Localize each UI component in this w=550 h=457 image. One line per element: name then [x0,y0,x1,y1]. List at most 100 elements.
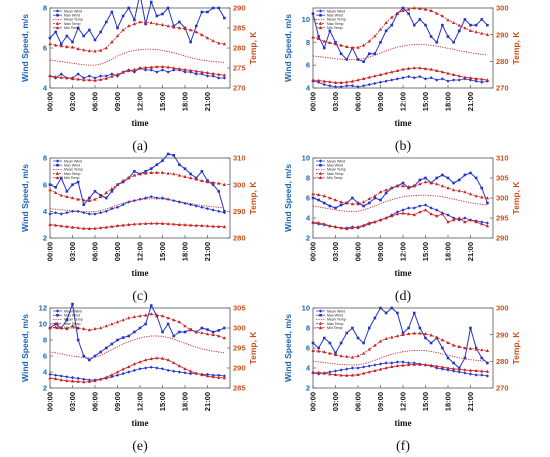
panel-caption: (e) [132,439,148,454]
series-mean-temp [49,198,225,213]
data-point [110,373,114,377]
data-point [160,367,165,371]
y-tick-label: 2 [306,234,310,243]
data-point [384,191,388,195]
data-point [390,186,394,190]
data-point [451,343,456,347]
data-point [222,73,227,77]
data-point [76,180,80,184]
data-point [463,190,467,194]
data-point [110,186,114,190]
data-point [367,82,371,87]
data-point [418,182,422,186]
data-point [104,324,108,328]
data-point [474,373,478,377]
data-point [423,332,428,336]
data-point [480,31,484,35]
y2-tick-label: 300 [496,4,509,13]
data-point [406,7,411,11]
data-point [166,152,170,156]
data-point [217,329,221,332]
series-mean-temp [312,194,488,213]
data-point [76,77,80,81]
data-point [172,68,176,72]
data-point [98,226,103,230]
data-point [53,75,58,79]
data-point [189,172,192,176]
legend-marker [318,176,323,180]
data-point [384,216,388,220]
data-point [480,195,484,199]
data-point [367,197,371,201]
y2-tick-label: 270 [496,84,509,93]
data-point [205,180,210,184]
legend-label: Max Wind [327,164,343,168]
series-mean-temp [49,48,225,66]
data-point [485,32,490,36]
data-point [457,178,461,182]
x-axis-title: time [132,118,149,128]
x-axis-title: time [395,268,412,278]
data-point [222,336,227,340]
data-point [373,363,377,367]
data-point [361,351,366,355]
data-point [82,34,86,38]
data-point [396,311,399,315]
legend-marker [55,326,60,330]
data-point [172,172,176,176]
data-point [200,205,204,209]
data-point [463,75,467,79]
data-point [143,313,148,317]
data-point [401,76,405,80]
data-point [59,374,63,378]
series-max-wind [311,6,489,64]
data-point [345,201,349,205]
data-point [115,34,120,38]
data-point [188,328,193,332]
data-point [356,202,360,206]
data-point [200,178,204,182]
data-point [463,371,467,375]
data-point [116,26,119,30]
data-point [311,192,315,196]
data-point [395,360,399,364]
data-point [149,170,153,174]
data-point [65,45,69,49]
data-point [440,70,445,74]
data-point [474,347,478,351]
data-point [222,211,226,215]
data-point [485,196,490,200]
data-point [87,198,92,202]
data-point [390,364,394,368]
data-point [457,74,461,78]
x-tick-label: 18:00 [181,92,190,111]
data-point [395,364,400,368]
data-point [178,163,181,166]
y-tick-label: 10 [39,320,47,329]
data-point [222,76,226,80]
data-point [480,220,484,224]
data-point [356,58,360,61]
y2-tick-label: 295 [233,344,246,353]
data-point [446,35,450,38]
data-point [406,212,411,216]
left-axis-title: Wind Speed, m/s [20,314,30,382]
data-point [93,76,97,80]
y2-tick-label: 290 [496,30,509,39]
data-point [200,326,204,330]
data-point [435,176,439,180]
series-line [49,21,225,52]
left-axis-title: Wind Speed, m/s [283,14,293,82]
data-point [345,373,349,377]
data-point [322,222,326,226]
data-point [311,78,315,82]
data-point [166,368,170,372]
data-point [345,80,349,84]
data-point [384,20,388,24]
data-point [361,76,366,80]
legend-label: Mean Temp [327,18,346,22]
data-point [316,221,321,225]
data-point [149,0,153,4]
series-mean-wind [311,203,489,230]
data-point [345,367,349,371]
